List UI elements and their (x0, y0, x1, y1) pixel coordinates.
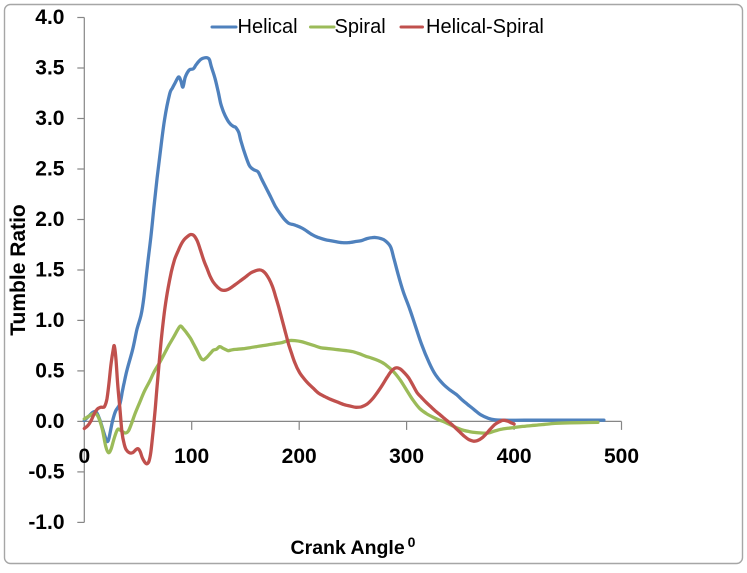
svg-text:Spiral: Spiral (335, 16, 386, 38)
svg-text:Helical-Spiral: Helical-Spiral (426, 16, 544, 38)
svg-text:0.0: 0.0 (35, 410, 64, 433)
svg-text:Helical: Helical (238, 16, 298, 38)
svg-text:400: 400 (497, 445, 532, 468)
svg-text:4.0: 4.0 (35, 6, 64, 29)
svg-text:300: 300 (389, 445, 424, 468)
svg-text:1.0: 1.0 (35, 309, 64, 332)
svg-text:200: 200 (282, 445, 317, 468)
svg-text:-1.0: -1.0 (28, 511, 64, 534)
svg-text:500: 500 (604, 445, 639, 468)
svg-text:3.5: 3.5 (35, 57, 65, 80)
svg-text:2.5: 2.5 (35, 158, 65, 181)
svg-text:0: 0 (78, 445, 90, 468)
svg-text:-0.5: -0.5 (28, 460, 65, 483)
svg-text:2.0: 2.0 (35, 208, 64, 231)
svg-text:3.0: 3.0 (35, 107, 64, 130)
svg-text:1.5: 1.5 (35, 259, 65, 282)
svg-text:100: 100 (174, 445, 209, 468)
svg-text:0.5: 0.5 (35, 359, 65, 382)
svg-text:Tumble Ratio: Tumble Ratio (7, 204, 30, 335)
